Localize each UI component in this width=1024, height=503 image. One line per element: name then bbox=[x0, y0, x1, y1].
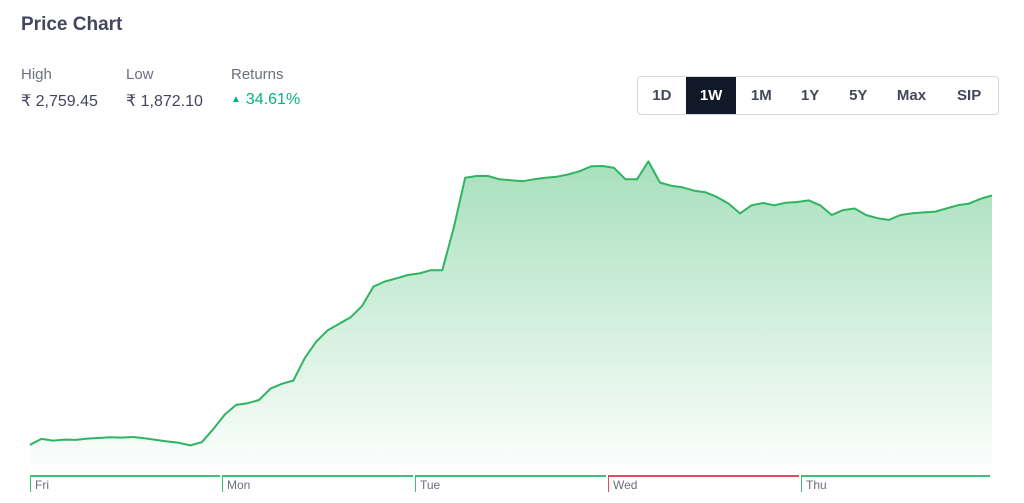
stat-low-value: ₹ 1,872.10 bbox=[126, 93, 203, 110]
stat-low: Low ₹ 1,872.10 bbox=[126, 66, 203, 111]
price-line bbox=[29, 160, 993, 447]
range-tab-1d[interactable]: 1D bbox=[652, 87, 672, 104]
range-tab-max[interactable]: Max bbox=[896, 87, 927, 104]
stat-returns-value-wrap: ▲ 34.61% bbox=[231, 91, 300, 109]
price-area-fill bbox=[30, 161, 992, 465]
stat-returns-label: Returns bbox=[231, 66, 284, 83]
stat-returns: Returns ▲ 34.61% bbox=[231, 66, 300, 109]
page-title: Price Chart bbox=[21, 14, 123, 35]
range-tab-1m[interactable]: 1M bbox=[750, 87, 772, 104]
stat-high-label: High bbox=[21, 66, 52, 83]
day-label-fri: Fri bbox=[35, 478, 49, 492]
stat-high-value: ₹ 2,759.45 bbox=[21, 93, 98, 110]
stat-high: High ₹ 2,759.45 bbox=[21, 66, 98, 111]
day-label-wed: Wed bbox=[613, 478, 637, 492]
day-label-mon: Mon bbox=[227, 478, 250, 492]
range-tab-sip[interactable]: SIP bbox=[957, 87, 982, 104]
day-label-thu: Thu bbox=[806, 478, 827, 492]
range-tab-5y[interactable]: 5Y bbox=[849, 87, 868, 104]
stat-low-label: Low bbox=[126, 66, 154, 83]
day-label-tue: Tue bbox=[420, 478, 441, 492]
range-tab-1y[interactable]: 1Y bbox=[800, 87, 820, 104]
triangle-up-icon: ▲ bbox=[231, 94, 241, 105]
time-range-selector: 1D 1W 1M 1Y 5Y Max SIP bbox=[637, 76, 999, 115]
range-tab-1w[interactable]: 1W bbox=[685, 77, 737, 114]
stat-returns-value: 34.61% bbox=[245, 91, 301, 108]
